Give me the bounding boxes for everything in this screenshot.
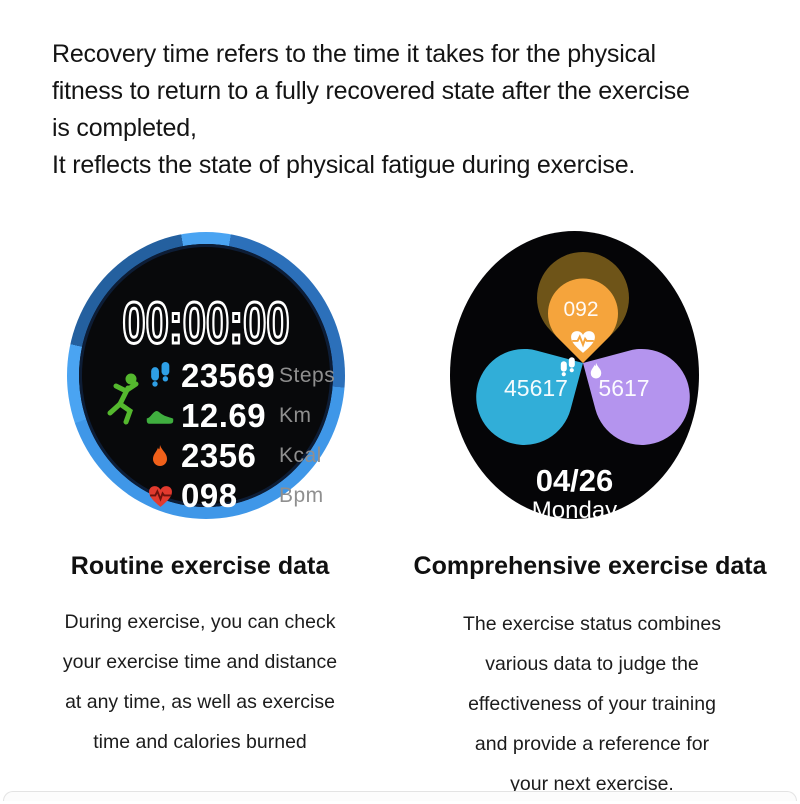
heart-ecg-icon (145, 485, 175, 508)
watch-face-routine: 00:00:00 (67, 232, 345, 519)
metric-row-distance: 12.69 Km (145, 396, 335, 436)
intro-line: is completed, (52, 114, 197, 142)
distance-value: 12.69 (181, 397, 267, 434)
text-line: and provide a reference for (474, 733, 710, 755)
stopwatch-time: 00:00:00 (121, 290, 290, 358)
text-line: various data to judge the (485, 653, 699, 675)
steps-unit: Steps (279, 364, 336, 387)
heart-ecg-icon (570, 330, 596, 359)
calories-value: 2356 (181, 437, 257, 474)
metric-row-heart-rate: 098 Bpm (145, 476, 335, 516)
text-line: During exercise, you can check (64, 611, 336, 633)
metric-row-steps: 23569 Steps (145, 356, 335, 396)
shoe-icon (145, 407, 175, 425)
intro-line: It reflects the state of physical fatigu… (52, 151, 636, 179)
heart-rate-value: 092 (563, 298, 599, 321)
steps-value: 23569 (181, 357, 276, 394)
text-line: The exercise status combines (463, 613, 721, 635)
text-line: time and calories burned (93, 731, 307, 753)
intro-paragraph: Recovery time refers to the time it take… (52, 36, 772, 184)
section-text-comprehensive: The exercise status combines various dat… (410, 604, 774, 804)
section-title-routine: Routine exercise data (70, 552, 330, 580)
text-line: your next exercise. (510, 773, 674, 795)
footprints-icon (560, 357, 576, 384)
intro-line: fitness to return to a fully recovered s… (52, 77, 690, 105)
calories-unit: Kcal (279, 444, 322, 467)
section-title-comprehensive: Comprehensive exercise data (413, 552, 767, 580)
runner-icon (107, 373, 139, 425)
footprints-icon (145, 362, 175, 390)
text-line: effectiveness of your training (468, 693, 716, 715)
weekday-label: Monday (531, 497, 618, 524)
calories-value: 5617 (598, 375, 650, 401)
flame-icon (145, 444, 175, 468)
heart-rate-value: 098 (181, 477, 238, 514)
steps-value: 45617 (504, 375, 568, 401)
metric-row-calories: 2356 Kcal (145, 436, 335, 476)
date-label: 04/26 (535, 463, 614, 498)
section-text-routine: During exercise, you can check your exer… (30, 602, 370, 762)
metric-list: 23569 Steps 12.69 Km 2356 (145, 356, 335, 516)
distance-unit: Km (279, 404, 312, 427)
intro-line: Recovery time refers to the time it take… (52, 40, 656, 68)
flame-icon (589, 362, 604, 385)
heart-rate-unit: Bpm (279, 484, 324, 507)
text-line: your exercise time and distance (62, 651, 338, 673)
text-line: at any time, as well as exercise (65, 691, 335, 713)
watch-screen: 00:00:00 (79, 244, 335, 514)
watch-face-comprehensive: 092 45617 5617 04/26 Monday (450, 231, 701, 524)
